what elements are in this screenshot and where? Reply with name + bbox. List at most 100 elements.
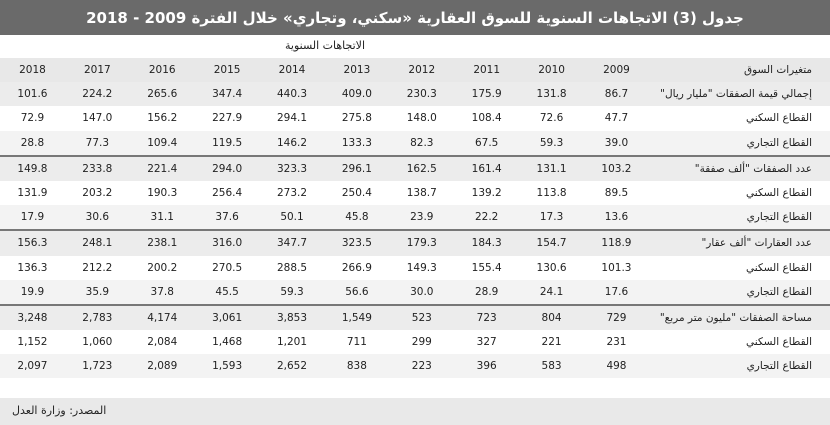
table-cell: 103.2 bbox=[584, 154, 649, 181]
table-cell: 108.4 bbox=[454, 106, 520, 131]
table-cell: 184.3 bbox=[454, 229, 520, 256]
table-cell: 498 bbox=[584, 354, 649, 379]
row-label: إجمالي قيمة الصفقات "مليار ريال" bbox=[648, 82, 830, 107]
year-header: 2012 bbox=[389, 58, 455, 83]
source-footer: المصدر: وزارة العدل bbox=[0, 398, 830, 425]
year-header: 2009 bbox=[584, 58, 649, 83]
table-cell: 221 bbox=[519, 330, 585, 355]
table-cell: 72.9 bbox=[0, 106, 65, 131]
table-cell: 131.8 bbox=[519, 82, 585, 107]
table-cell: 1,060 bbox=[64, 330, 130, 355]
table-cell: 179.3 bbox=[389, 229, 455, 256]
table-cell: 101.3 bbox=[584, 255, 649, 280]
row-label: عدد العقارات "ألف عقار" bbox=[648, 229, 830, 256]
table-cell: 212.2 bbox=[64, 255, 130, 280]
table-cell: 583 bbox=[519, 354, 585, 379]
table-cell: 248.1 bbox=[64, 229, 130, 256]
table-cell: 86.7 bbox=[584, 82, 649, 107]
table-cell: 156.2 bbox=[129, 106, 195, 131]
table-cell: 162.5 bbox=[389, 154, 455, 181]
table-cell: 523 bbox=[389, 303, 455, 331]
table-cell: 231 bbox=[584, 330, 649, 355]
row-label: القطاع السكني bbox=[648, 180, 830, 206]
table-cell: 347.4 bbox=[194, 82, 260, 107]
row-label: مساحة الصفقات "مليون متر مربع" bbox=[648, 303, 830, 331]
table-cell: 130.6 bbox=[519, 255, 585, 280]
table-group-row: 149.8 233.8 221.4 294.0 323.3 296.1 162.5 161.4… bbox=[0, 154, 830, 181]
table-cell: 56.6 bbox=[324, 279, 390, 305]
table-cell: 148.0 bbox=[389, 106, 455, 131]
table-cell: 50.1 bbox=[259, 205, 325, 231]
table-cell: 1,723 bbox=[64, 354, 130, 379]
table-cell: 316.0 bbox=[194, 229, 260, 256]
table-cell: 327 bbox=[454, 330, 520, 355]
table-cell: 294.0 bbox=[194, 154, 260, 181]
table-cell: 133.3 bbox=[324, 130, 390, 156]
table-cell: 200.2 bbox=[129, 255, 195, 280]
table-row: 28.8 77.3 109.4 119.5 146.2 133.3 82.3 67.5 59.3… bbox=[0, 130, 830, 156]
table-cell: 118.9 bbox=[584, 229, 649, 256]
table-cell: 1,468 bbox=[194, 330, 260, 355]
table-cell: 804 bbox=[519, 303, 585, 331]
table-cell: 296.1 bbox=[324, 154, 390, 181]
row-label: القطاع التجاري bbox=[648, 130, 830, 156]
year-header: 2018 bbox=[0, 58, 65, 83]
table-row: 136.3 212.2 200.2 270.5 288.5 266.9 149.3 155.4… bbox=[0, 255, 830, 280]
table-cell: 59.3 bbox=[519, 130, 585, 156]
table-cell: 224.2 bbox=[64, 82, 130, 107]
table-cell: 409.0 bbox=[324, 82, 390, 107]
table-cell: 136.3 bbox=[0, 255, 65, 280]
table-cell: 28.9 bbox=[454, 279, 520, 305]
table-cell: 1,593 bbox=[194, 354, 260, 379]
header-row: 2018 2017 2016 2015 2014 2013 2012 2011 2010 2009… bbox=[0, 58, 830, 83]
table-cell: 30.6 bbox=[64, 205, 130, 231]
table-cell: 256.4 bbox=[194, 180, 260, 206]
table-row: 1,152 1,060 2,084 1,468 1,201 711 299 327 221 231… bbox=[0, 330, 830, 355]
year-header: 2017 bbox=[64, 58, 130, 83]
table-cell: 149.8 bbox=[0, 154, 65, 181]
table-cell: 266.9 bbox=[324, 255, 390, 280]
table-cell: 396 bbox=[454, 354, 520, 379]
subheading-label: الاتجاهات السنوية bbox=[284, 39, 366, 52]
row-label: عدد الصفقات "ألف صفقة" bbox=[648, 154, 830, 181]
table-title-text: جدول (3) الاتجاهات السنوية للسوق العقاري… bbox=[86, 8, 744, 27]
table-cell: 17.9 bbox=[0, 205, 65, 231]
table-cell: 109.4 bbox=[129, 130, 195, 156]
table-cell: 227.9 bbox=[194, 106, 260, 131]
table-cell: 238.1 bbox=[129, 229, 195, 256]
subheading-band: الاتجاهات السنوية bbox=[0, 35, 830, 58]
table-cell: 2,089 bbox=[129, 354, 195, 379]
table-cell: 223 bbox=[389, 354, 455, 379]
table-cell: 3,061 bbox=[194, 303, 260, 331]
table-cell: 347.7 bbox=[259, 229, 325, 256]
table-cell: 3,248 bbox=[0, 303, 65, 331]
table-cell: 82.3 bbox=[389, 130, 455, 156]
table-cell: 154.7 bbox=[519, 229, 585, 256]
table-group-row: 156.3 248.1 238.1 316.0 347.7 323.5 179.3 184.3… bbox=[0, 229, 830, 256]
table-cell: 23.9 bbox=[389, 205, 455, 231]
table-row: 131.9 203.2 190.3 256.4 273.2 250.4 138.7 139.2… bbox=[0, 180, 830, 206]
table-cell: 156.3 bbox=[0, 229, 65, 256]
table-cell: 13.6 bbox=[584, 205, 649, 231]
table-cell: 838 bbox=[324, 354, 390, 379]
row-label: القطاع السكني bbox=[648, 330, 830, 355]
table-cell: 24.1 bbox=[519, 279, 585, 305]
table-cell: 294.1 bbox=[259, 106, 325, 131]
table-cell: 77.3 bbox=[64, 130, 130, 156]
table-cell: 221.4 bbox=[129, 154, 195, 181]
table-cell: 270.5 bbox=[194, 255, 260, 280]
table-cell: 39.0 bbox=[584, 130, 649, 156]
table-cell: 175.9 bbox=[454, 82, 520, 107]
row-label: القطاع السكني bbox=[648, 255, 830, 280]
year-header: 2015 bbox=[194, 58, 260, 83]
table-cell: 1,201 bbox=[259, 330, 325, 355]
table-cell: 233.8 bbox=[64, 154, 130, 181]
table-cell: 89.5 bbox=[584, 180, 649, 206]
table-cell: 138.7 bbox=[389, 180, 455, 206]
table-cell: 190.3 bbox=[129, 180, 195, 206]
table-cell: 147.0 bbox=[64, 106, 130, 131]
table-cell: 139.2 bbox=[454, 180, 520, 206]
table-title: جدول (3) الاتجاهات السنوية للسوق العقاري… bbox=[0, 0, 830, 35]
table-group-row: 3,248 2,783 4,174 3,061 3,853 1,549 523 723 804 7… bbox=[0, 303, 830, 331]
